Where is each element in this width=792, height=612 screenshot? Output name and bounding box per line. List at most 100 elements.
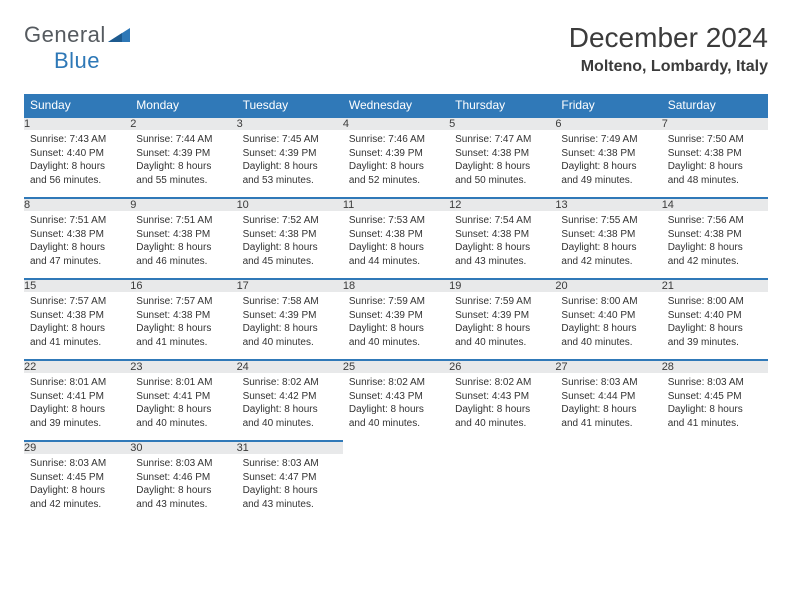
sunrise-text: Sunrise: 8:03 AM	[243, 457, 337, 471]
day-number-cell: 26	[449, 360, 555, 373]
week-detail-row: Sunrise: 7:57 AMSunset: 4:38 PMDaylight:…	[24, 292, 768, 360]
sunrise-text: Sunrise: 8:02 AM	[349, 376, 443, 390]
daylight-text: Daylight: 8 hours and 39 minutes.	[30, 403, 124, 430]
sunset-text: Sunset: 4:45 PM	[30, 471, 124, 485]
day-number: 26	[449, 361, 461, 373]
day-header: Thursday	[449, 94, 555, 117]
day-detail-cell: Sunrise: 7:49 AMSunset: 4:38 PMDaylight:…	[555, 130, 661, 198]
week-daynum-row: 22232425262728	[24, 360, 768, 373]
day-number-cell: 31	[237, 441, 343, 454]
sunrise-text: Sunrise: 8:03 AM	[136, 457, 230, 471]
day-number-cell: 11	[343, 198, 449, 211]
logo-text-wrap: General Blue	[24, 22, 130, 74]
day-detail-cell: Sunrise: 7:57 AMSunset: 4:38 PMDaylight:…	[130, 292, 236, 360]
day-number: 13	[555, 199, 567, 211]
daylight-text: Daylight: 8 hours and 39 minutes.	[668, 322, 762, 349]
day-detail-cell: Sunrise: 8:01 AMSunset: 4:41 PMDaylight:…	[24, 373, 130, 441]
day-number: 5	[449, 118, 455, 130]
day-detail-cell: Sunrise: 7:50 AMSunset: 4:38 PMDaylight:…	[662, 130, 768, 198]
sunset-text: Sunset: 4:39 PM	[455, 309, 549, 323]
logo: General Blue	[24, 22, 130, 74]
sunset-text: Sunset: 4:38 PM	[668, 147, 762, 161]
day-detail-cell: Sunrise: 7:54 AMSunset: 4:38 PMDaylight:…	[449, 211, 555, 279]
sunrise-text: Sunrise: 8:03 AM	[668, 376, 762, 390]
daylight-text: Daylight: 8 hours and 56 minutes.	[30, 160, 124, 187]
day-number-cell: 16	[130, 279, 236, 292]
sunrise-text: Sunrise: 7:59 AM	[349, 295, 443, 309]
day-detail-cell	[662, 454, 768, 521]
sunrise-text: Sunrise: 7:50 AM	[668, 133, 762, 147]
week-detail-row: Sunrise: 7:51 AMSunset: 4:38 PMDaylight:…	[24, 211, 768, 279]
daylight-text: Daylight: 8 hours and 46 minutes.	[136, 241, 230, 268]
day-number-cell: 9	[130, 198, 236, 211]
sunset-text: Sunset: 4:39 PM	[243, 147, 337, 161]
sunset-text: Sunset: 4:38 PM	[668, 228, 762, 242]
daylight-text: Daylight: 8 hours and 41 minutes.	[561, 403, 655, 430]
day-number: 12	[449, 199, 461, 211]
day-number-cell	[555, 441, 661, 454]
day-number-cell: 22	[24, 360, 130, 373]
day-number-cell: 13	[555, 198, 661, 211]
day-detail-cell: Sunrise: 7:43 AMSunset: 4:40 PMDaylight:…	[24, 130, 130, 198]
sunrise-text: Sunrise: 7:59 AM	[455, 295, 549, 309]
day-number-cell: 8	[24, 198, 130, 211]
day-number-cell: 1	[24, 117, 130, 130]
sunrise-text: Sunrise: 7:47 AM	[455, 133, 549, 147]
daylight-text: Daylight: 8 hours and 43 minutes.	[243, 484, 337, 511]
day-detail-cell: Sunrise: 7:58 AMSunset: 4:39 PMDaylight:…	[237, 292, 343, 360]
sunrise-text: Sunrise: 7:57 AM	[30, 295, 124, 309]
daylight-text: Daylight: 8 hours and 48 minutes.	[668, 160, 762, 187]
daylight-text: Daylight: 8 hours and 55 minutes.	[136, 160, 230, 187]
day-number: 31	[237, 442, 249, 454]
day-number: 24	[237, 361, 249, 373]
sunset-text: Sunset: 4:38 PM	[30, 309, 124, 323]
day-header-row: Sunday Monday Tuesday Wednesday Thursday…	[24, 94, 768, 117]
day-number: 15	[24, 280, 36, 292]
day-number: 8	[24, 199, 30, 211]
daylight-text: Daylight: 8 hours and 40 minutes.	[243, 322, 337, 349]
sunset-text: Sunset: 4:43 PM	[455, 390, 549, 404]
sunset-text: Sunset: 4:38 PM	[30, 228, 124, 242]
daylight-text: Daylight: 8 hours and 40 minutes.	[349, 322, 443, 349]
day-header: Sunday	[24, 94, 130, 117]
day-number-cell: 14	[662, 198, 768, 211]
day-detail-cell	[555, 454, 661, 521]
sunset-text: Sunset: 4:47 PM	[243, 471, 337, 485]
sunrise-text: Sunrise: 7:51 AM	[30, 214, 124, 228]
sunset-text: Sunset: 4:44 PM	[561, 390, 655, 404]
day-detail-cell: Sunrise: 8:03 AMSunset: 4:46 PMDaylight:…	[130, 454, 236, 521]
sunset-text: Sunset: 4:39 PM	[136, 147, 230, 161]
day-number: 28	[662, 361, 674, 373]
sunset-text: Sunset: 4:42 PM	[243, 390, 337, 404]
sunrise-text: Sunrise: 7:57 AM	[136, 295, 230, 309]
header: General Blue December 2024 Molteno, Lomb…	[24, 22, 768, 76]
day-detail-cell: Sunrise: 7:59 AMSunset: 4:39 PMDaylight:…	[449, 292, 555, 360]
day-detail-cell: Sunrise: 7:44 AMSunset: 4:39 PMDaylight:…	[130, 130, 236, 198]
day-number: 3	[237, 118, 243, 130]
logo-word2: Blue	[54, 48, 100, 73]
day-number-cell: 5	[449, 117, 555, 130]
week-daynum-row: 1234567	[24, 117, 768, 130]
day-number-cell: 20	[555, 279, 661, 292]
daylight-text: Daylight: 8 hours and 41 minutes.	[136, 322, 230, 349]
day-number-cell: 3	[237, 117, 343, 130]
day-number: 17	[237, 280, 249, 292]
sunset-text: Sunset: 4:39 PM	[349, 309, 443, 323]
day-number-cell: 12	[449, 198, 555, 211]
sunset-text: Sunset: 4:38 PM	[561, 228, 655, 242]
day-number-cell: 29	[24, 441, 130, 454]
day-detail-cell: Sunrise: 8:01 AMSunset: 4:41 PMDaylight:…	[130, 373, 236, 441]
day-number: 27	[555, 361, 567, 373]
sunset-text: Sunset: 4:45 PM	[668, 390, 762, 404]
day-number: 14	[662, 199, 674, 211]
day-number-cell: 30	[130, 441, 236, 454]
location-subtitle: Molteno, Lombardy, Italy	[569, 58, 768, 76]
day-number-cell: 28	[662, 360, 768, 373]
sunset-text: Sunset: 4:38 PM	[561, 147, 655, 161]
day-number: 30	[130, 442, 142, 454]
day-number: 16	[130, 280, 142, 292]
sunset-text: Sunset: 4:38 PM	[349, 228, 443, 242]
day-detail-cell: Sunrise: 8:03 AMSunset: 4:44 PMDaylight:…	[555, 373, 661, 441]
sunrise-text: Sunrise: 8:01 AM	[30, 376, 124, 390]
sunset-text: Sunset: 4:38 PM	[243, 228, 337, 242]
